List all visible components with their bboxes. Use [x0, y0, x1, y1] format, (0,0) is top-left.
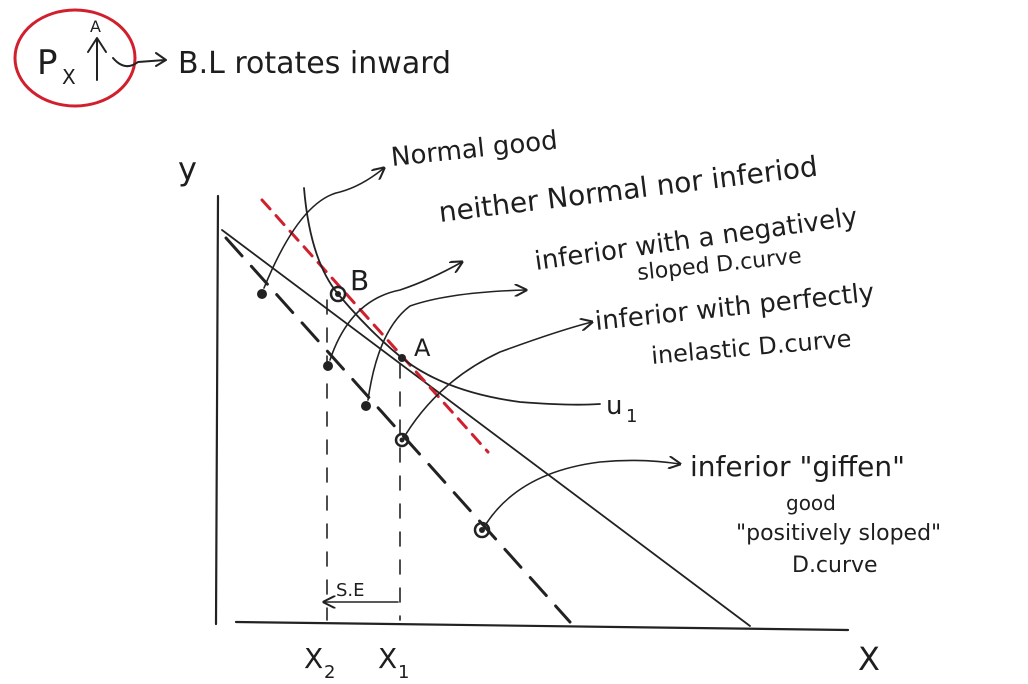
x1-label: X	[378, 642, 397, 675]
inferior-inelastic-arrow	[405, 322, 592, 435]
giffen-label-4: D.curve	[792, 553, 878, 578]
y-axis-label: y	[178, 150, 197, 188]
price-circle	[13, 8, 137, 108]
point-b-label: B	[350, 264, 369, 297]
utility-subscript: 1	[626, 406, 637, 427]
x-axis-label: X	[858, 640, 880, 678]
implies-arrow-icon	[112, 52, 167, 68]
point-b	[329, 285, 347, 303]
y-axis	[214, 194, 220, 626]
giffen-arrow	[485, 460, 680, 525]
price-symbol: P	[37, 43, 58, 83]
normal-good-label: Normal good	[390, 126, 559, 173]
point-inferior-inelastic-dot	[399, 437, 405, 443]
neither-arrow	[329, 262, 462, 361]
header-statement: B.L rotates inward	[178, 46, 451, 81]
giffen-label-1: inferior "giffen"	[690, 450, 905, 483]
point-neither	[323, 361, 333, 371]
point-normal	[257, 289, 267, 299]
original-budget-line	[221, 229, 751, 627]
substitution-label: S.E	[336, 580, 365, 601]
point-giffen	[473, 521, 491, 539]
x-axis	[234, 620, 850, 632]
price-subscript: X	[62, 65, 76, 89]
x2-subscript: 2	[324, 662, 335, 683]
utility-label: u	[606, 391, 622, 421]
compensated-budget-line	[260, 198, 490, 454]
inferior-negative-arrow	[367, 290, 526, 401]
point-inferior-negative	[361, 401, 371, 411]
x2-label: X	[304, 642, 323, 675]
point-inferior-inelastic	[394, 432, 410, 448]
giffen-label-2: good	[786, 491, 836, 515]
point-a-label: A	[414, 334, 431, 362]
up-arrow-icon	[87, 37, 107, 81]
inferior-inelastic-label-2: inelastic D.curve	[650, 325, 852, 370]
point-a	[398, 354, 406, 362]
new-budget-line	[224, 236, 572, 624]
giffen-label-3: "positively sloped"	[736, 521, 941, 546]
x1-subscript: 1	[398, 662, 409, 683]
point-giffen-dot	[479, 527, 485, 533]
increase-mark: A	[90, 17, 101, 36]
normal-arrow	[263, 168, 384, 289]
point-b-dot	[335, 291, 341, 297]
